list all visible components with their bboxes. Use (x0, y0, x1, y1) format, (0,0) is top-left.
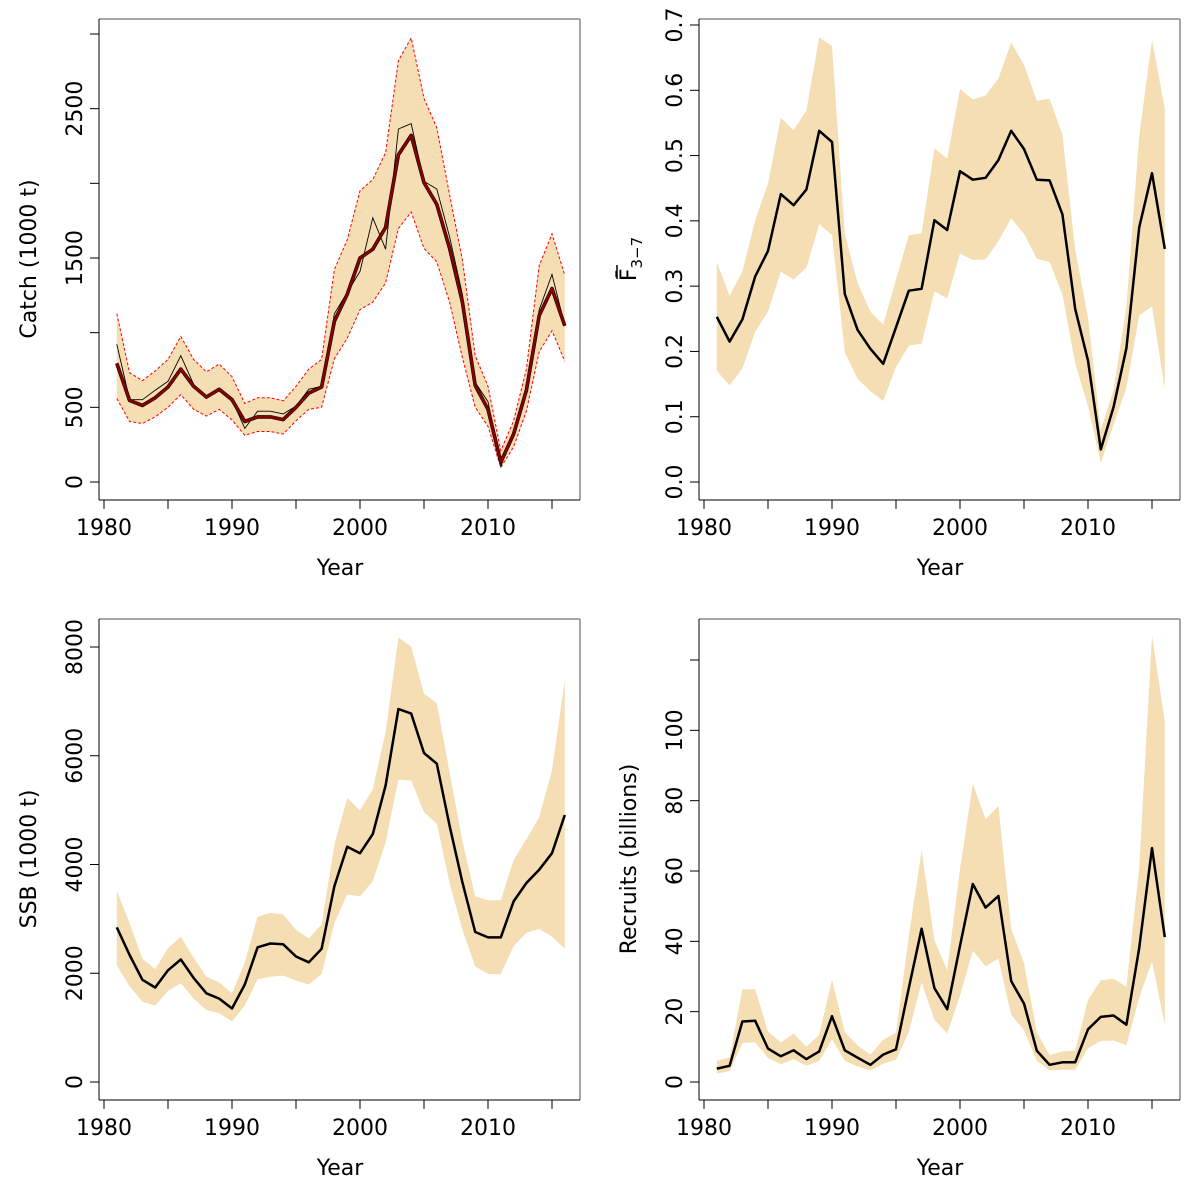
catch-y-tick-label: 1500 (63, 230, 88, 286)
f-y-axis-title: F̄3−7 (616, 237, 646, 281)
catch-x-tick-label: 2010 (460, 516, 516, 541)
ssb-y-tick-label: 8000 (63, 619, 88, 675)
ssb-x-tick-label: 2010 (460, 1116, 516, 1141)
f-y-tick-label: 0.3 (663, 269, 688, 304)
catch-band-edges (116, 36, 566, 469)
recruits-y-tick-label: 60 (663, 857, 688, 885)
recruits-y-tick-label: 20 (663, 998, 688, 1026)
ssb-confidence-band (116, 637, 565, 1022)
ssb-estimate-line (115, 707, 566, 1010)
ssb-y-tick-label: 0 (63, 1075, 88, 1089)
f-y-axis-title-group: F̄3−7 (616, 237, 646, 281)
catch-estimate-line (115, 134, 566, 464)
catch-x-tick-label: 2000 (332, 516, 388, 541)
f-band-area (716, 37, 1165, 464)
catch-band-area (116, 37, 565, 468)
ssb-y-tick-label: 6000 (63, 728, 88, 784)
f-y-tick-label: 0.4 (663, 203, 688, 238)
recruits-x-tick-label: 2000 (932, 1116, 988, 1141)
catch-y-tick-label: 500 (63, 386, 88, 428)
recruits-axes: 1980 1990 2000 2010 0 20 40 60 80 100 (663, 618, 1181, 1141)
ssb-x-tick-label: 1980 (76, 1116, 132, 1141)
f-y-tick-label: 0.6 (663, 73, 688, 108)
ssb-panel: 1980 1990 2000 2010 0 2000 4000 6000 8000 Year S… (17, 618, 581, 1181)
f-x-tick-label: 2000 (932, 516, 988, 541)
f-y-tick-label: 0.2 (663, 334, 688, 369)
ssb-band-area (116, 637, 565, 1022)
ssb-y-tick-label: 2000 (63, 945, 88, 1001)
f-y-axis-title-subscript: 3−7 (628, 237, 646, 269)
catch-x-tick-label: 1980 (76, 516, 132, 541)
catch-y-tick-label: 2500 (63, 81, 88, 137)
f-y-tick-label: 0.0 (663, 465, 688, 500)
f-confidence-band (716, 37, 1165, 464)
f-y-tick-label: 0.5 (663, 138, 688, 173)
ssb-x-tick-label: 1990 (204, 1116, 260, 1141)
recruits-y-axis-title: Recruits (billions) (617, 764, 642, 955)
fishing-mortality-panel: 1980 1990 2000 2010 0.0 0.1 0.2 0.3 0.4 0.5 0.6 0.7… (616, 8, 1181, 581)
catch-estimate-series (115, 133, 567, 464)
catch-confidence-band (116, 37, 565, 468)
f-x-tick-label: 2010 (1060, 516, 1116, 541)
ssb-x-tick-label: 2000 (332, 1116, 388, 1141)
f-y-tick-label: 0.7 (663, 8, 688, 43)
f-y-axis-title-main: F̄ (616, 269, 642, 282)
recruits-x-tick-label: 2010 (1060, 1116, 1116, 1141)
recruits-y-tick-label: 0 (663, 1075, 688, 1089)
f-y-tick-label: 0.1 (663, 399, 688, 434)
f-estimate-line (715, 129, 1167, 451)
recruits-x-axis-title: Year (916, 1156, 965, 1181)
recruits-y-tick-label: 80 (663, 787, 688, 815)
recruits-y-tick-label: 40 (663, 927, 688, 955)
f-x-tick-label: 1990 (804, 516, 860, 541)
recruits-y-tick-label: 100 (663, 709, 688, 751)
ssb-y-axis-title: SSB (1000 t) (17, 790, 42, 929)
catch-y-axis-title: Catch (1000 t) (17, 179, 42, 338)
ssb-axes: 1980 1990 2000 2010 0 2000 4000 6000 8000 (63, 618, 581, 1141)
catch-lower-ci-line (116, 210, 566, 469)
recruits-x-tick-label: 1980 (676, 1116, 732, 1141)
recruits-confidence-band (716, 635, 1165, 1074)
catch-axes: 1980 1990 2000 2010 0 500 1500 2500 (63, 18, 581, 541)
catch-upper-ci-line (116, 36, 566, 453)
recruits-estimate-line (716, 846, 1167, 1070)
ssb-y-tick-label: 4000 (63, 837, 88, 893)
catch-y-tick-label: 0 (63, 475, 88, 489)
f-x-tick-label: 1980 (676, 516, 732, 541)
ssb-estimate-series (115, 707, 566, 1010)
catch-panel: 1980 1990 2000 2010 0 500 1500 2500 Year Catch … (17, 18, 581, 581)
f-estimate-series (715, 129, 1167, 451)
recruits-estimate-series (716, 846, 1167, 1070)
recruits-panel: 1980 1990 2000 2010 0 20 40 60 80 100 Year Recrui… (617, 618, 1181, 1181)
f-x-axis-title: Year (916, 556, 965, 581)
catch-x-axis-title: Year (316, 556, 365, 581)
f-axes: 1980 1990 2000 2010 0.0 0.1 0.2 0.3 0.4 0.5 0.6 0.7 (663, 8, 1181, 541)
catch-x-tick-label: 1990 (204, 516, 260, 541)
ssb-x-axis-title: Year (316, 1156, 365, 1181)
recruits-band-area (716, 635, 1165, 1074)
recruits-x-tick-label: 1990 (804, 1116, 860, 1141)
